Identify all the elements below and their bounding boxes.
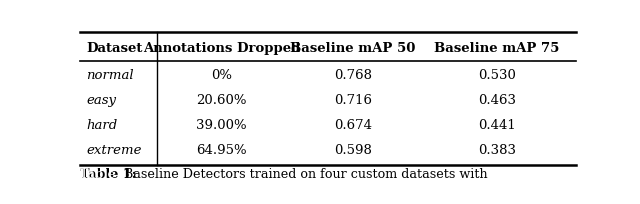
Text: 0.716: 0.716 bbox=[334, 94, 372, 107]
Text: 0.768: 0.768 bbox=[334, 69, 372, 82]
Text: extreme: extreme bbox=[86, 144, 141, 157]
Text: Annotations Dropped: Annotations Dropped bbox=[143, 42, 300, 55]
Text: 0.441: 0.441 bbox=[478, 119, 515, 132]
Text: 0.674: 0.674 bbox=[334, 119, 372, 132]
Text: easy: easy bbox=[86, 94, 116, 107]
Text: Table 1:: Table 1: bbox=[80, 168, 136, 181]
Text: 20.60%: 20.60% bbox=[196, 94, 246, 107]
Text: 0.530: 0.530 bbox=[477, 69, 516, 82]
Text: 0.463: 0.463 bbox=[477, 94, 516, 107]
Text: Baseline mAP 75: Baseline mAP 75 bbox=[434, 42, 559, 55]
Text: Table 1:  Baseline Detectors trained on four custom datasets with: Table 1: Baseline Detectors trained on f… bbox=[80, 168, 503, 181]
Text: 64.95%: 64.95% bbox=[196, 144, 246, 157]
Text: Baseline Detectors trained on four custom datasets with: Baseline Detectors trained on four custo… bbox=[116, 168, 488, 181]
Text: 0%: 0% bbox=[211, 69, 232, 82]
Text: 0.383: 0.383 bbox=[477, 144, 516, 157]
Text: hard: hard bbox=[86, 119, 117, 132]
Text: 0.598: 0.598 bbox=[334, 144, 372, 157]
Text: 39.00%: 39.00% bbox=[196, 119, 246, 132]
Text: Dataset: Dataset bbox=[86, 42, 142, 55]
Text: normal: normal bbox=[86, 69, 134, 82]
Text: Baseline mAP 50: Baseline mAP 50 bbox=[290, 42, 415, 55]
